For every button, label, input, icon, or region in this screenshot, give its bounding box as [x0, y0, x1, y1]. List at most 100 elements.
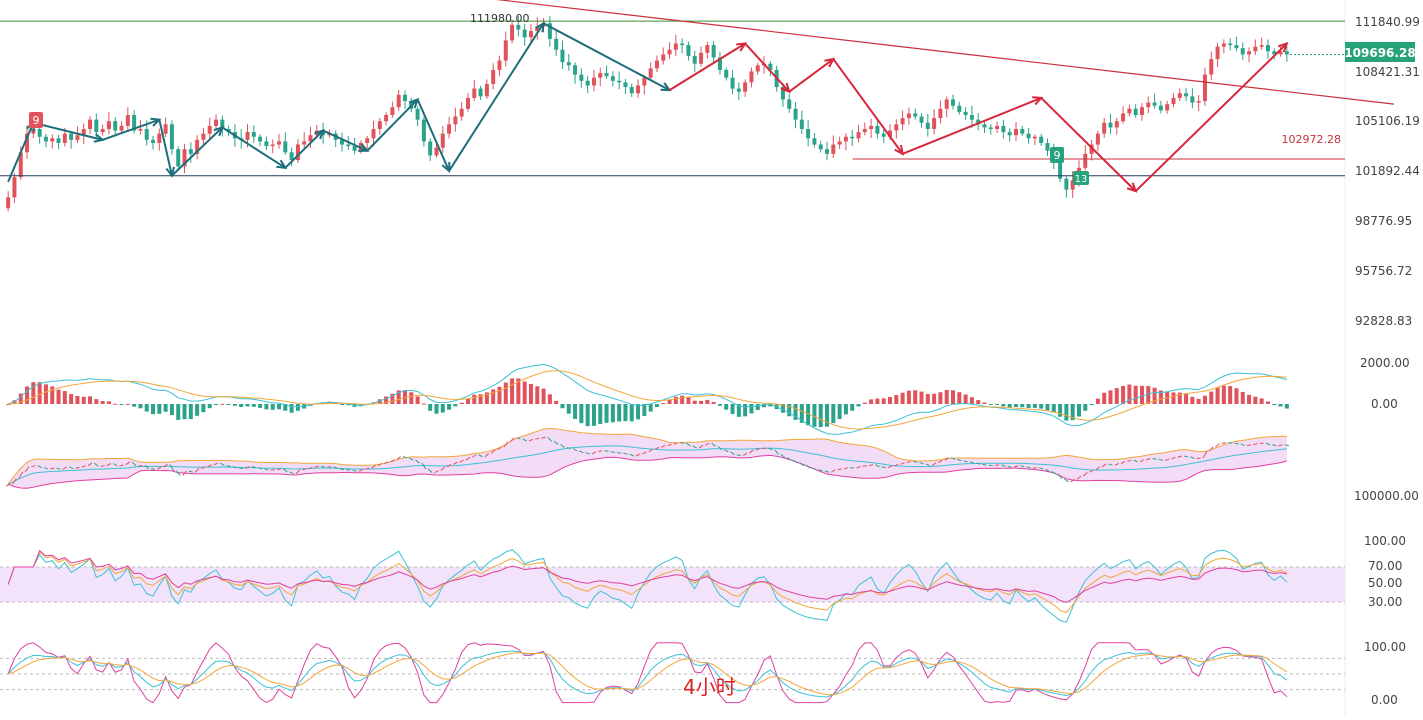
macd-histogram-bar: [693, 401, 697, 404]
macd-histogram-bar: [1102, 393, 1106, 404]
macd-histogram-bar: [756, 404, 760, 410]
macd-histogram-bar: [82, 397, 86, 404]
macd-histogram-bar: [1045, 404, 1049, 410]
candle-body: [113, 121, 117, 130]
candle-body: [12, 177, 16, 197]
rsi-tick-70: 70.00: [1368, 559, 1402, 573]
macd-histogram-bar: [560, 404, 564, 408]
candle-body: [598, 73, 602, 78]
candle-body: [630, 87, 634, 93]
candle-body: [176, 149, 180, 166]
wave-dark-segment: [103, 120, 160, 140]
macd-histogram-bar: [1115, 388, 1119, 404]
candle-body: [277, 141, 281, 144]
candle-body: [674, 44, 678, 50]
candle-body: [44, 137, 48, 142]
candle-body: [1197, 101, 1201, 103]
candle-body: [623, 82, 627, 87]
candle-body: [1216, 47, 1220, 59]
candle-body: [869, 126, 873, 129]
macd-histogram-bar: [220, 404, 224, 405]
macd-histogram-bar: [258, 404, 262, 408]
macd-histogram-bar: [208, 404, 212, 408]
current-price-label: 109696.28: [1344, 46, 1415, 60]
candle-body: [1171, 98, 1175, 104]
macd-histogram-bar: [1222, 386, 1226, 404]
candle-body: [302, 141, 306, 144]
macd-histogram-bar: [57, 390, 61, 404]
candle-body: [157, 134, 161, 143]
candle-body: [50, 138, 54, 141]
macd-histogram-bar: [1008, 404, 1012, 408]
level-price-label: 102972.28: [1282, 133, 1342, 146]
candle-body: [428, 141, 432, 155]
candle-body: [932, 118, 936, 129]
candle-body: [447, 124, 451, 133]
candle-body: [1115, 121, 1119, 127]
candle-body: [989, 127, 993, 129]
macd-histogram-bar: [901, 393, 905, 404]
macd-histogram-bar: [63, 391, 67, 404]
macd-histogram-bar: [88, 396, 92, 404]
wave-dark-segment: [33, 123, 102, 140]
macd-histogram-bar: [718, 404, 722, 406]
candle-body: [1102, 123, 1106, 134]
candle-body: [120, 126, 124, 131]
macd-histogram-bar: [1140, 386, 1144, 404]
candle-body: [88, 120, 92, 129]
macd-histogram-bar: [724, 404, 728, 410]
macd-histogram-bar: [945, 390, 949, 404]
candle-body: [1083, 154, 1087, 168]
macd-histogram-bar: [1203, 396, 1207, 404]
macd-histogram-bar: [157, 404, 161, 414]
macd-histogram-bar: [75, 396, 79, 404]
candle-body: [642, 78, 646, 86]
candle-body: [567, 62, 571, 65]
candle-body: [390, 107, 394, 115]
macd-histogram-bar: [982, 403, 986, 404]
macd-histogram-bar: [850, 404, 854, 411]
candle-body: [800, 120, 804, 129]
candle-body: [649, 68, 653, 77]
candle-body: [705, 45, 709, 53]
candle-body: [882, 134, 886, 137]
candle-body: [491, 70, 495, 84]
candle-body: [844, 137, 848, 142]
macd-histogram-bar: [271, 404, 275, 410]
macd-histogram-bar: [460, 403, 464, 404]
macd-histogram-bar: [422, 404, 426, 405]
macd-histogram-bar: [548, 394, 552, 404]
candle-body: [384, 115, 388, 121]
macd-histogram-bar: [38, 382, 42, 404]
candle-body: [258, 137, 262, 142]
macd-histogram-bar: [416, 396, 420, 404]
macd-histogram-bar: [1260, 398, 1264, 404]
macd-histogram-bar: [132, 404, 136, 407]
candle-body: [743, 82, 747, 91]
macd-histogram-bar: [1241, 392, 1245, 404]
macd-histogram-bar: [1234, 388, 1238, 404]
macd-histogram-bar: [120, 404, 124, 405]
rsi-band: [0, 567, 1345, 602]
macd-histogram-bar: [630, 404, 634, 421]
candle-body: [264, 141, 268, 146]
macd-histogram-bar: [101, 401, 105, 404]
macd-histogram-bar: [1134, 386, 1138, 404]
macd-histogram-bar: [1083, 404, 1087, 411]
macd-histogram-bar: [838, 404, 842, 419]
candle-body: [573, 65, 577, 74]
candle-body: [453, 117, 457, 125]
macd-histogram-bar: [510, 378, 514, 404]
candle-body: [1247, 51, 1251, 54]
macd-histogram-bar: [743, 404, 747, 416]
macd-histogram-bar: [94, 399, 98, 404]
candle-body: [189, 149, 193, 154]
candle-body: [1134, 109, 1138, 115]
candle-body: [1033, 137, 1037, 139]
candle-body: [497, 61, 501, 70]
macd-histogram-bar: [264, 404, 268, 409]
candle-body: [201, 134, 205, 140]
macd-histogram-bar: [151, 404, 155, 414]
